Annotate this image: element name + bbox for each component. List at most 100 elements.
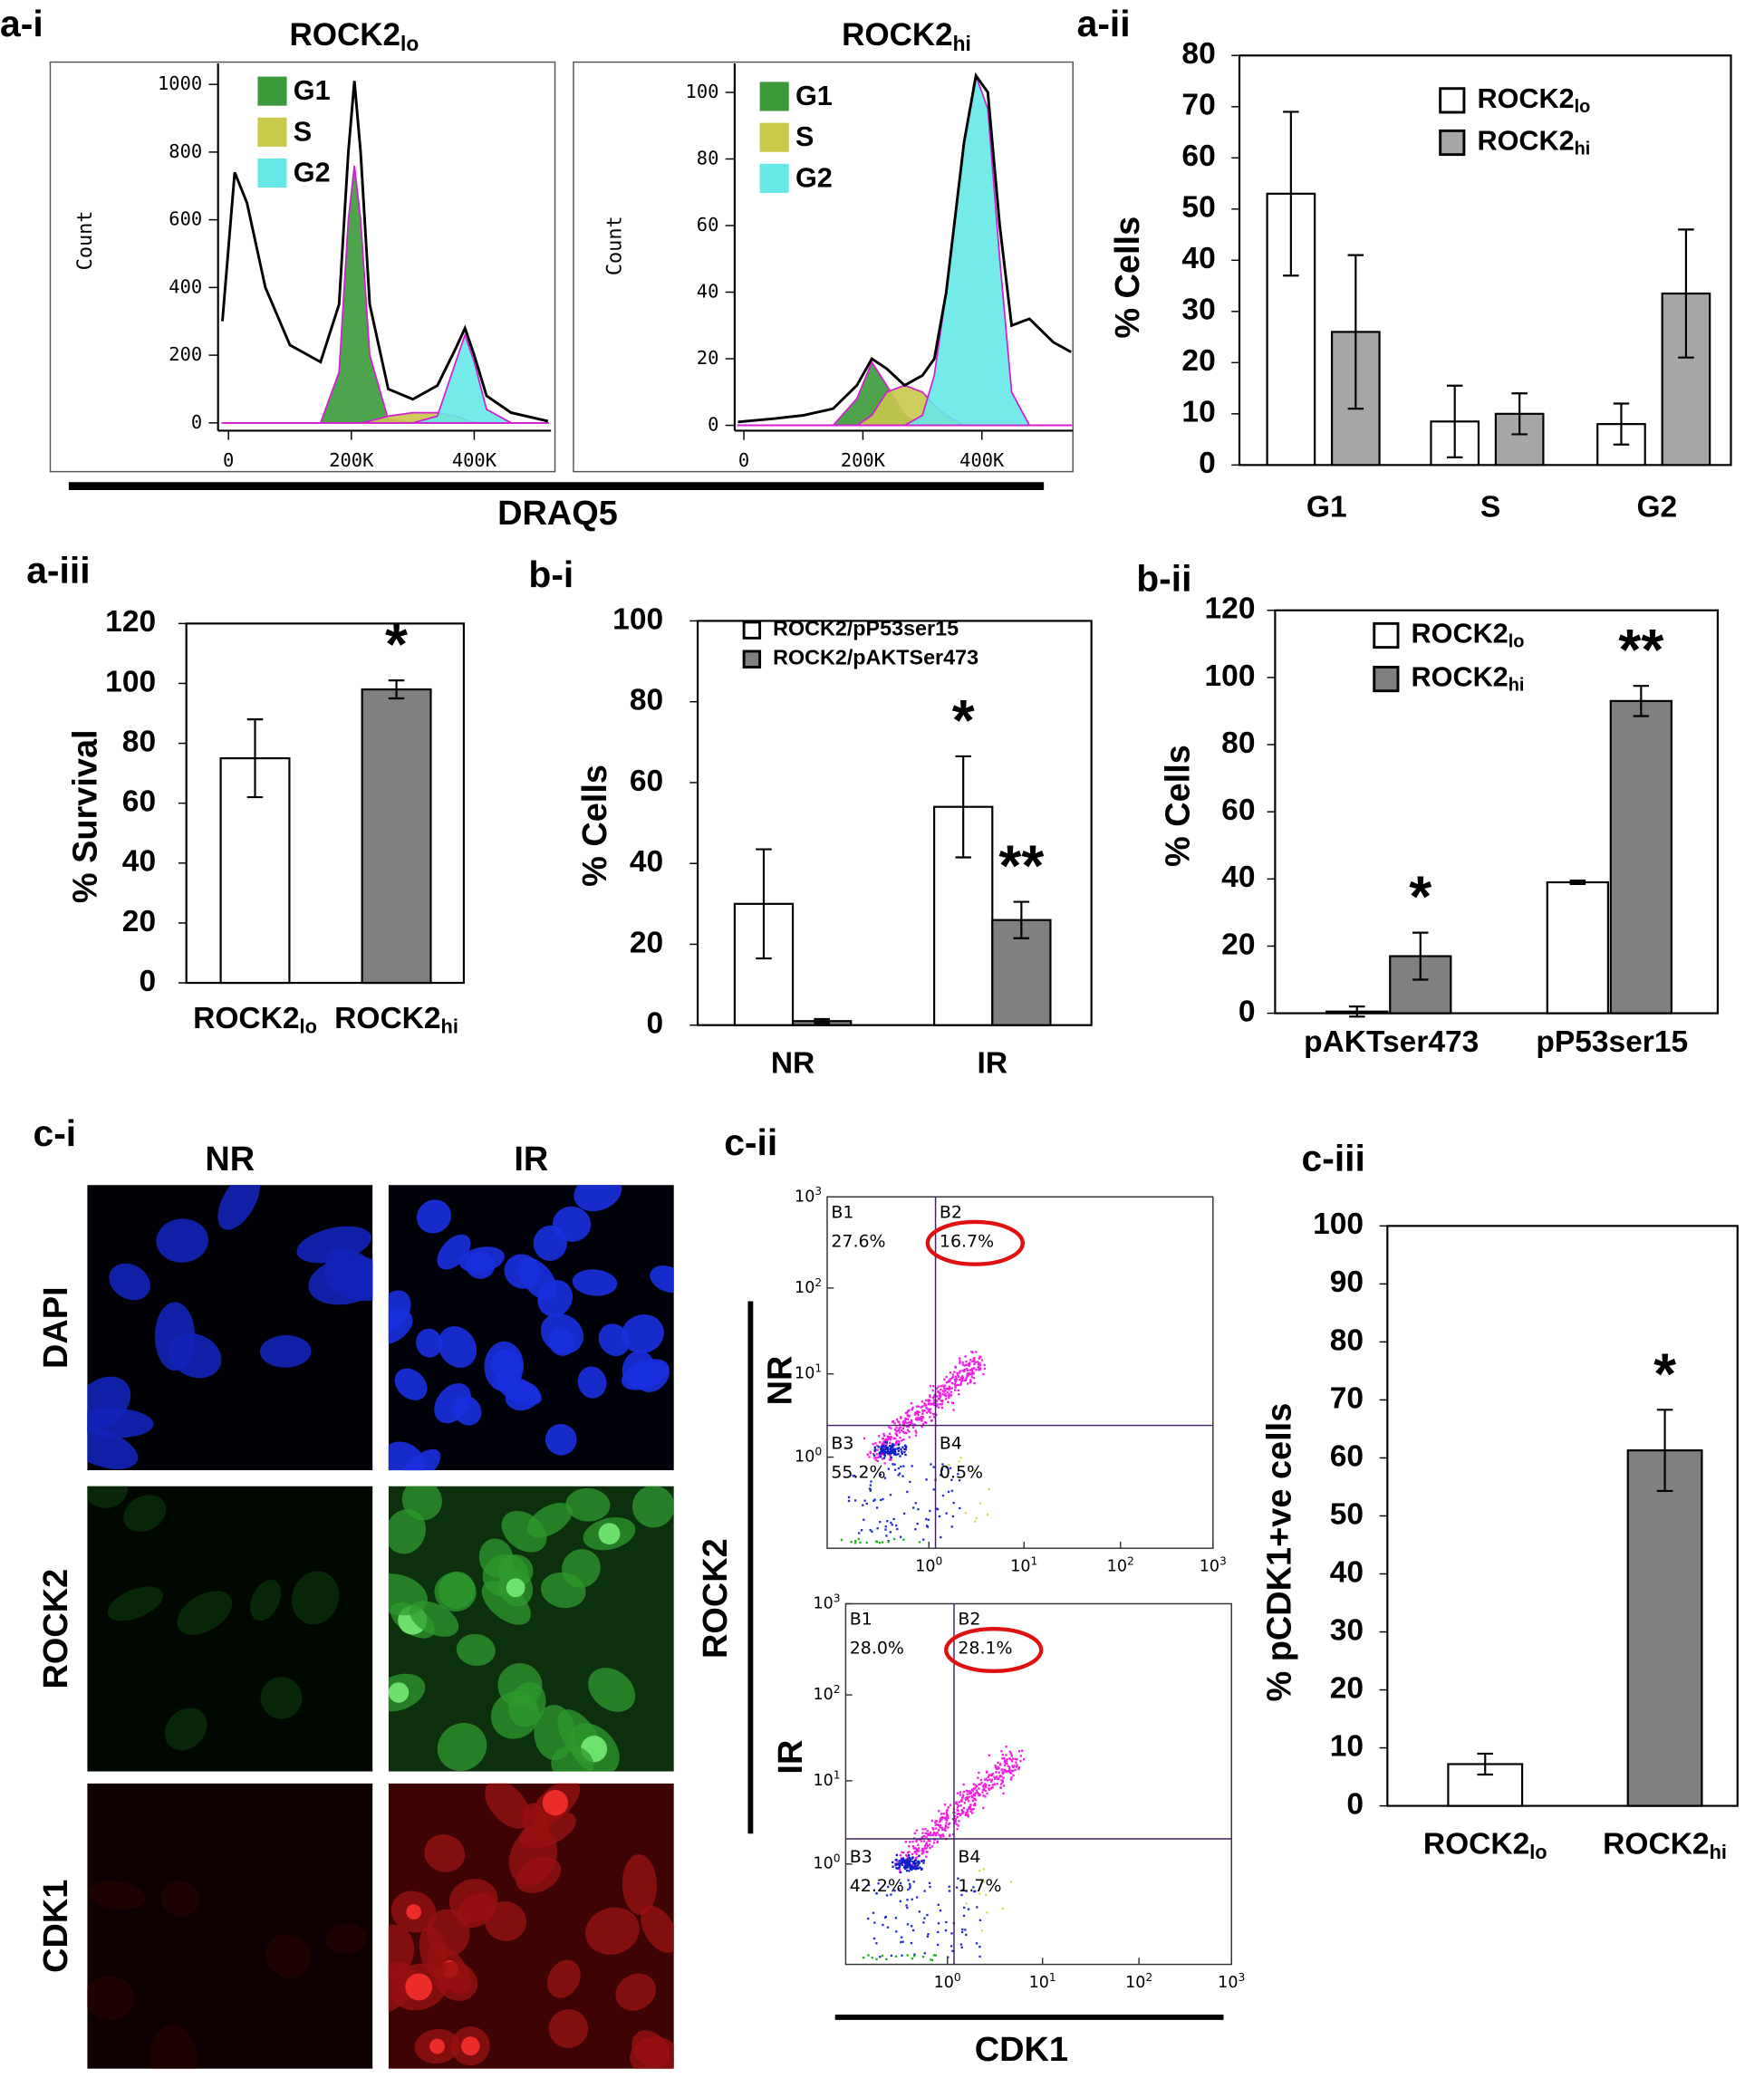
cell <box>545 1424 577 1456</box>
y-tick-label: 30 <box>1330 1613 1364 1647</box>
event-dot <box>917 1405 920 1408</box>
event-dot <box>897 1467 901 1470</box>
event-dot <box>929 1408 931 1410</box>
event-dot <box>983 1367 987 1371</box>
event-dot <box>897 1449 901 1453</box>
event-dot <box>893 1422 896 1425</box>
event-dot <box>970 1376 973 1379</box>
event-dot <box>929 1846 931 1850</box>
event-dot <box>934 1823 937 1826</box>
event-dot <box>958 1371 961 1374</box>
event-dot <box>937 1406 940 1409</box>
quadrant-name: B3 <box>831 1433 853 1453</box>
event-dot <box>969 1806 972 1809</box>
event-dot <box>901 1427 905 1430</box>
event-dot <box>921 1400 924 1403</box>
tick-exp: 0 <box>815 1445 822 1457</box>
event-dot <box>899 1455 901 1457</box>
event-dot <box>943 1384 947 1387</box>
event-dot <box>978 1355 981 1358</box>
event-dot <box>905 1862 909 1864</box>
event-dot <box>923 1402 926 1405</box>
event-dot <box>908 1436 911 1438</box>
event-dot <box>915 1840 918 1843</box>
event-dot <box>955 1886 959 1889</box>
event-dot <box>879 1441 882 1444</box>
event-dot <box>878 1541 882 1544</box>
x-tick-label-main: ROCK2 <box>334 1002 440 1035</box>
event-dot <box>959 1813 962 1816</box>
event-dot <box>868 1487 872 1490</box>
event-dot <box>898 1429 901 1432</box>
event-dot <box>906 1906 909 1910</box>
event-dot <box>941 1463 944 1466</box>
event-dot <box>935 1833 938 1837</box>
event-dot <box>936 1823 939 1826</box>
event-dot <box>957 1812 959 1815</box>
event-dot <box>902 1512 906 1515</box>
event-dot <box>1003 1764 1007 1767</box>
event-dot <box>950 1489 953 1492</box>
event-dot <box>923 1917 926 1919</box>
event-dot <box>947 1816 949 1819</box>
event-dot <box>949 1394 953 1397</box>
event-dot <box>985 1785 988 1789</box>
event-dot <box>953 1389 957 1391</box>
event-dot <box>962 1914 966 1918</box>
event-dot <box>928 1409 930 1413</box>
event-dot <box>911 1856 914 1859</box>
event-dot <box>873 1498 876 1501</box>
y-tick-label: 80 <box>697 147 719 168</box>
event-dot <box>913 1851 917 1853</box>
significance-mark: * <box>1409 864 1431 929</box>
event-dot <box>970 1795 974 1799</box>
event-dot <box>905 1425 909 1429</box>
event-dot <box>875 1506 879 1509</box>
event-dot <box>915 1417 918 1419</box>
row-label: CDK1 <box>37 1880 75 1973</box>
event-dot <box>916 1523 919 1525</box>
x-tick-label: 101 <box>1029 1970 1056 1992</box>
event-dot <box>906 1490 909 1494</box>
tick-base: 10 <box>915 1558 935 1576</box>
event-dot <box>899 1436 901 1439</box>
event-dot <box>967 1790 969 1793</box>
event-dot <box>975 1791 978 1794</box>
event-dot <box>960 1930 964 1934</box>
legend-swatch <box>257 159 287 188</box>
event-dot <box>978 1361 981 1364</box>
event-dot <box>973 1362 976 1366</box>
event-dot <box>963 1906 966 1910</box>
event-dot <box>956 1383 959 1387</box>
significance-mark: ** <box>1618 617 1663 682</box>
event-dot <box>918 1854 921 1857</box>
y-tick-label: 40 <box>1330 1555 1364 1589</box>
event-dot <box>858 1532 861 1534</box>
event-dot <box>1008 1771 1011 1775</box>
event-dot <box>905 1865 909 1869</box>
event-dot <box>877 1882 880 1885</box>
event-dot <box>981 1791 984 1794</box>
cell <box>522 1803 550 1842</box>
event-dot <box>890 1954 893 1958</box>
event-dot <box>1022 1758 1026 1761</box>
x-tick-label: 100 <box>934 1970 961 1992</box>
legend-swatch <box>759 122 789 152</box>
y-axis-label: ROCK2 <box>697 1538 735 1659</box>
event-dot <box>940 1813 943 1815</box>
event-dot <box>948 1393 951 1396</box>
y-tick-label: 103 <box>813 1592 840 1613</box>
panel-frame <box>49 61 556 473</box>
event-dot <box>944 1818 947 1821</box>
bar <box>1609 699 1672 1015</box>
event-dot <box>960 1946 963 1948</box>
y-tick-label: 20 <box>1330 1671 1364 1705</box>
cell <box>622 1853 657 1915</box>
y-tick-label: 60 <box>1221 794 1255 827</box>
tick-exp: 3 <box>815 1185 822 1198</box>
event-dot <box>890 1427 892 1429</box>
event-dot <box>900 1858 903 1861</box>
event-dot <box>969 1380 972 1383</box>
event-dot <box>960 1799 963 1802</box>
